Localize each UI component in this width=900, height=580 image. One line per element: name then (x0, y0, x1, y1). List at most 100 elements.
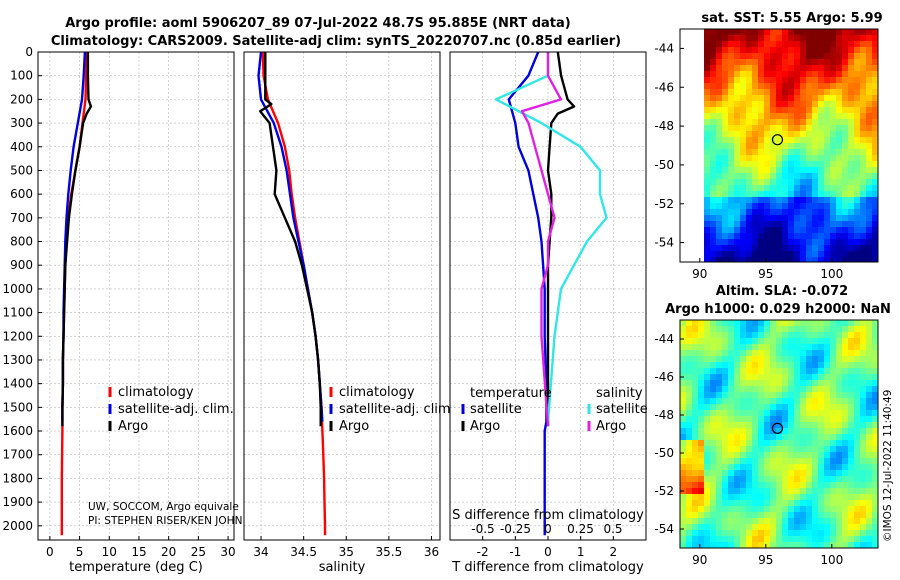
depth-tick-label: 800 (10, 235, 33, 249)
map-cell (746, 320, 752, 326)
map-cell (866, 227, 872, 233)
map-cell (716, 227, 722, 233)
map-cell (722, 374, 728, 380)
map-cell (710, 374, 716, 380)
map-cell (854, 482, 860, 488)
map-cell (800, 440, 806, 446)
map-cell (788, 476, 794, 482)
map-cell (854, 500, 860, 506)
map-cell (764, 452, 770, 458)
map-cell (764, 446, 770, 452)
map-cell (836, 137, 842, 143)
map-cell (806, 350, 812, 356)
map-cell (692, 167, 698, 173)
map-cell (728, 77, 734, 83)
map-cell (680, 344, 686, 350)
map-cell (872, 326, 878, 332)
map-cell (680, 392, 686, 398)
map-cell (806, 404, 812, 410)
map-cell (848, 83, 854, 89)
map-cell (842, 494, 848, 500)
map-cell (734, 446, 740, 452)
map-cell (812, 326, 818, 332)
map-cell (806, 209, 812, 215)
map-cell (866, 167, 872, 173)
map-cell (806, 374, 812, 380)
map-cell (698, 131, 704, 137)
map-cell (776, 326, 782, 332)
map-cell (770, 326, 776, 332)
map-cell (698, 458, 704, 464)
map-cell (686, 518, 692, 524)
map-cell (788, 227, 794, 233)
map-cell (752, 35, 758, 41)
map-cell (860, 350, 866, 356)
map-cell (764, 422, 770, 428)
map-cell (758, 167, 764, 173)
map-cell (794, 338, 800, 344)
map-cell (686, 488, 692, 494)
map-cell (722, 380, 728, 386)
map-cell (752, 326, 758, 332)
map-cell (704, 95, 710, 101)
map-cell (710, 71, 716, 77)
map-cell (710, 215, 716, 221)
map-cell (854, 53, 860, 59)
map-cell (770, 173, 776, 179)
map-cell (824, 35, 830, 41)
map-cell (824, 179, 830, 185)
map-cell (752, 374, 758, 380)
map-cell (692, 245, 698, 251)
map-cell (710, 530, 716, 536)
map-cell (722, 356, 728, 362)
map-cell (740, 89, 746, 95)
map-cell (680, 137, 686, 143)
map-cell (758, 239, 764, 245)
map-cell (752, 350, 758, 356)
map-cell (800, 161, 806, 167)
map-cell (782, 452, 788, 458)
map-cell (866, 131, 872, 137)
map-cell (860, 131, 866, 137)
map-cell (746, 506, 752, 512)
map-cell (782, 245, 788, 251)
map-cell (830, 524, 836, 530)
map-cell (686, 386, 692, 392)
map-cell (776, 137, 782, 143)
map-cell (860, 179, 866, 185)
map-cell (710, 542, 716, 548)
map-lat-label: -54 (654, 522, 674, 536)
map-cell (740, 512, 746, 518)
map-cell (800, 125, 806, 131)
map-cell (770, 221, 776, 227)
map-cell (722, 131, 728, 137)
map-cell (752, 95, 758, 101)
map-cell (758, 470, 764, 476)
map-cell (704, 125, 710, 131)
map-cell (704, 344, 710, 350)
map-cell (710, 29, 716, 35)
map-cell (818, 161, 824, 167)
map-cell (800, 398, 806, 404)
map-cell (740, 446, 746, 452)
map-cell (710, 386, 716, 392)
map-cell (866, 137, 872, 143)
map-cell (854, 149, 860, 155)
map-cell (752, 191, 758, 197)
map-cell (764, 215, 770, 221)
map-cell (806, 410, 812, 416)
map-cell (872, 368, 878, 374)
map-cell (830, 137, 836, 143)
map-cell (824, 251, 830, 257)
map-cell (770, 434, 776, 440)
map-cell (710, 107, 716, 113)
map-cell (698, 95, 704, 101)
map-cell (698, 374, 704, 380)
map-cell (776, 398, 782, 404)
map-cell (830, 530, 836, 536)
map-cell (872, 83, 878, 89)
map-cell (788, 215, 794, 221)
map-cell (692, 518, 698, 524)
map-cell (818, 356, 824, 362)
map-cell (776, 161, 782, 167)
